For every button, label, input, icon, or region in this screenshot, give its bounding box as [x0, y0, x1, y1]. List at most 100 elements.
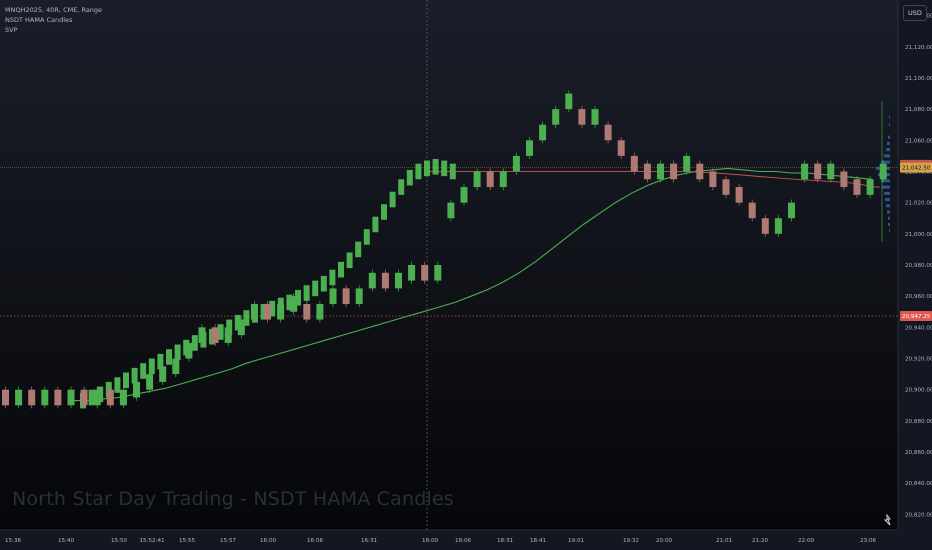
ha-candle: [372, 216, 379, 233]
candle-body: [28, 389, 36, 406]
candle-body: [264, 303, 271, 320]
candle-body: [250, 303, 258, 320]
candle-body: [185, 342, 193, 359]
price-tick-label: 21,020.00: [905, 201, 932, 207]
candle-body: [421, 265, 429, 281]
time-tick-label: 15:55: [179, 538, 196, 544]
time-tick-label: 20:00: [656, 538, 673, 544]
price-tick-label: 21,080.00: [905, 107, 932, 113]
volume-profile-bar: [884, 154, 890, 158]
candle-body: [840, 171, 848, 188]
candle-body: [2, 389, 9, 406]
time-tick-label: 22:00: [798, 538, 815, 544]
candle-body: [709, 171, 717, 188]
price-tick-label: 20,900.00: [905, 388, 932, 394]
candle-body: [643, 163, 651, 180]
price-tick-label: 20,960.00: [905, 294, 932, 300]
ha-candle: [140, 363, 147, 379]
indicator-svp-label[interactable]: SVP: [5, 26, 18, 34]
candle-body: [224, 327, 232, 343]
candle-body: [67, 389, 75, 406]
candle-body: [408, 265, 416, 281]
ha-candle: [441, 160, 448, 177]
price-tick-label: 20,940.00: [905, 325, 932, 331]
candle-body: [630, 155, 638, 172]
candle-body: [329, 288, 337, 304]
price-tick-label: 21,120.00: [905, 45, 932, 51]
candle-body: [41, 389, 49, 406]
candle-body: [447, 202, 455, 219]
currency-button[interactable]: USD: [903, 5, 927, 21]
candle-body: [617, 140, 625, 156]
price-tick-label: 20,860.00: [905, 450, 932, 456]
candle-body: [853, 179, 861, 195]
volume-profile-bar: [886, 204, 890, 208]
price-label-bg: [900, 162, 932, 173]
volume-profile-bar: [887, 210, 890, 214]
volume-profile-bar: [889, 115, 890, 119]
volume-profile-bar: [882, 185, 890, 189]
tradingview-logo-icon[interactable]: [882, 514, 892, 526]
price-tick-label: 20,840.00: [905, 481, 932, 487]
time-tick-label: 18:41: [530, 538, 547, 544]
candle-body: [722, 179, 730, 195]
candle-body: [395, 272, 402, 289]
ha-candle: [338, 261, 344, 278]
ha-candle: [398, 179, 405, 195]
candle-body: [788, 202, 795, 219]
ha-candle: [415, 163, 422, 180]
candle-body: [368, 272, 376, 289]
candle-body: [54, 389, 62, 406]
candle-body: [879, 163, 887, 180]
candle-body: [434, 265, 442, 281]
candle-body: [578, 109, 586, 125]
ha-candle: [432, 159, 439, 175]
candle-body: [133, 381, 140, 398]
ha-candle: [303, 285, 310, 301]
time-tick-label: 21:01: [716, 538, 733, 544]
candle-body: [801, 163, 809, 180]
candle-body: [473, 171, 481, 188]
price-tick-label: 20,920.00: [905, 357, 932, 363]
time-tick-label: 23:06: [860, 538, 877, 544]
ha-candle: [243, 310, 250, 326]
volume-profile-bar: [884, 191, 890, 195]
ha-candle: [123, 372, 129, 389]
ha-candle: [320, 275, 327, 292]
candle-body: [748, 202, 756, 219]
ha-candle: [295, 289, 301, 306]
price-label: 20,947.25: [902, 314, 931, 320]
candle-body: [316, 303, 324, 320]
candle-body: [552, 109, 560, 125]
candle-body: [670, 163, 678, 180]
indicator-hama-label[interactable]: NSDT HAMA Candles: [5, 16, 73, 24]
price-tick-label: 20,980.00: [905, 263, 932, 269]
candle-body: [146, 374, 154, 390]
ha-candle: [191, 335, 198, 351]
candle-body: [460, 187, 468, 203]
time-tick-label: 18:00: [422, 538, 439, 544]
candle-body: [526, 140, 533, 156]
ha-candle: [329, 269, 336, 286]
time-tick-label: 16:00: [260, 538, 277, 544]
chart-legend: MNQH2025, 40R, CME, Range NSDT HAMA Cand…: [5, 5, 102, 35]
candle-body: [119, 389, 127, 406]
candle-body: [355, 288, 363, 304]
candle-body: [172, 358, 180, 375]
candle-body: [866, 179, 874, 195]
ha-candle: [260, 303, 267, 320]
candle-body: [211, 327, 219, 343]
ha-candle: [217, 324, 224, 340]
volume-profile-bar: [888, 135, 890, 139]
candle-body: [80, 389, 88, 406]
candle-body: [93, 389, 101, 406]
symbol-label[interactable]: MNQH2025, 40R, CME, Range: [5, 6, 103, 14]
candle-body: [735, 187, 743, 203]
candle-body: [657, 163, 664, 180]
price-tick-label: 21,060.00: [905, 138, 932, 144]
time-tick-label: 15:52:41: [139, 538, 165, 544]
volume-profile-bar: [888, 222, 890, 226]
candle-body: [106, 389, 114, 406]
